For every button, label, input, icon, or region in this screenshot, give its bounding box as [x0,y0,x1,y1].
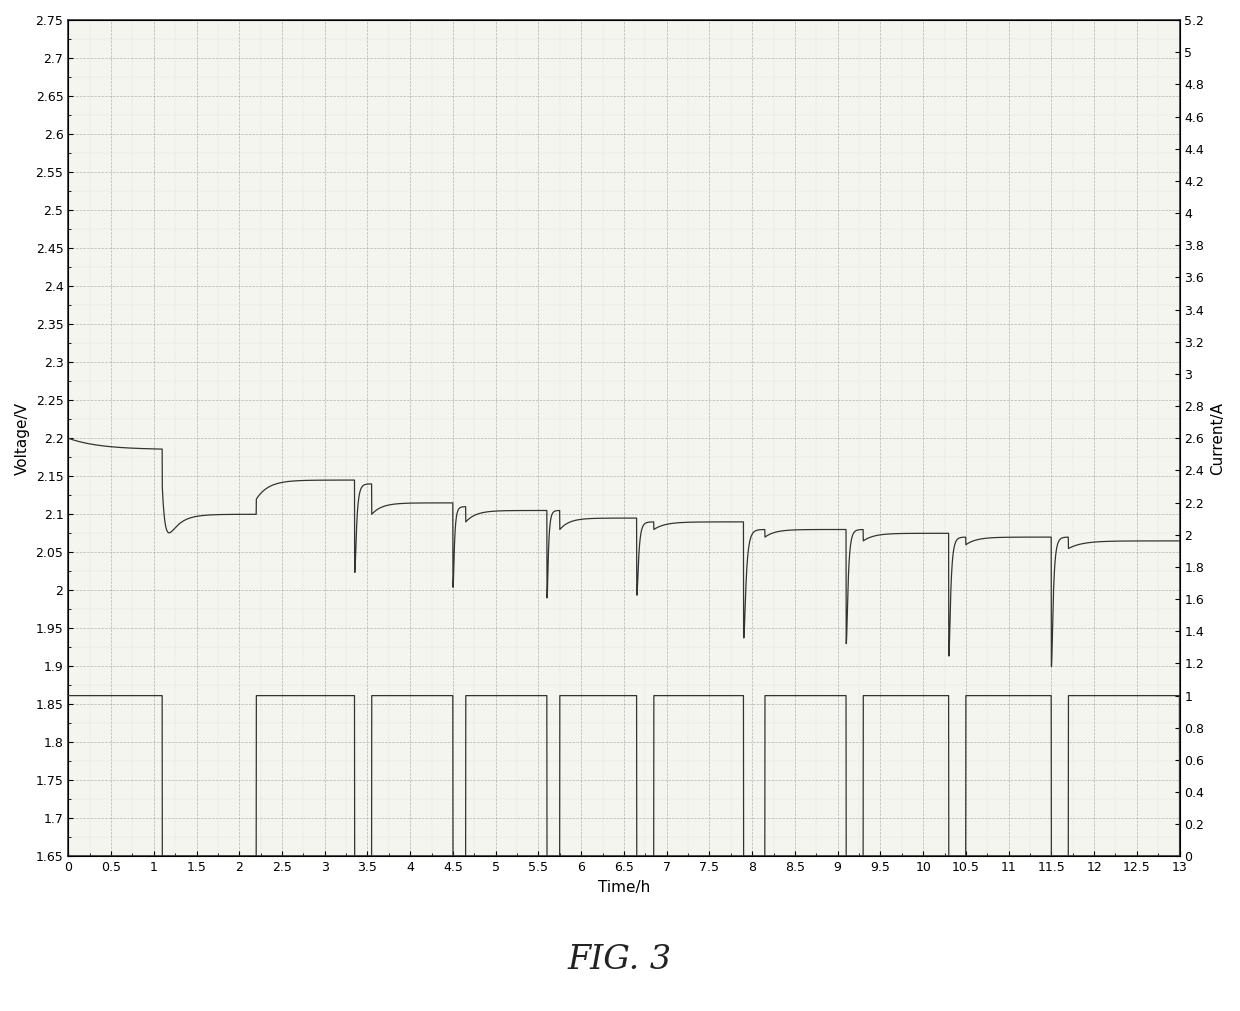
Text: FIG. 3: FIG. 3 [568,944,672,977]
X-axis label: Time/h: Time/h [598,880,650,895]
Y-axis label: Voltage/V: Voltage/V [15,401,30,475]
Y-axis label: Current/A: Current/A [1210,401,1225,475]
